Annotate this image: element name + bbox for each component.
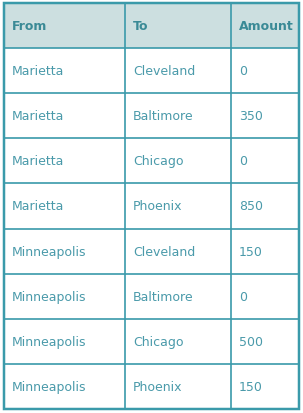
Text: Cleveland: Cleveland xyxy=(133,245,195,258)
Bar xyxy=(125,4,231,49)
Bar xyxy=(4,319,125,364)
Text: Chicago: Chicago xyxy=(133,335,183,348)
Bar xyxy=(231,94,299,139)
Text: Chicago: Chicago xyxy=(133,155,183,168)
Text: Phoenix: Phoenix xyxy=(133,380,182,393)
Bar xyxy=(125,139,231,184)
Bar xyxy=(4,364,125,409)
Bar xyxy=(4,139,125,184)
Bar xyxy=(125,94,231,139)
Text: Minneapolis: Minneapolis xyxy=(12,380,86,393)
Text: Minneapolis: Minneapolis xyxy=(12,245,86,258)
Bar xyxy=(125,184,231,229)
Bar xyxy=(125,364,231,409)
Bar xyxy=(125,49,231,94)
Text: 350: 350 xyxy=(239,110,263,123)
Text: Marietta: Marietta xyxy=(12,200,64,213)
Text: Amount: Amount xyxy=(239,20,294,33)
Text: From: From xyxy=(12,20,47,33)
Bar xyxy=(231,139,299,184)
Bar xyxy=(4,4,125,49)
Bar xyxy=(125,229,231,274)
Bar xyxy=(4,229,125,274)
Text: 0: 0 xyxy=(239,155,247,168)
Bar xyxy=(125,319,231,364)
Bar xyxy=(231,229,299,274)
Text: 150: 150 xyxy=(239,245,263,258)
Text: Marietta: Marietta xyxy=(12,110,64,123)
Text: To: To xyxy=(133,20,148,33)
Text: 0: 0 xyxy=(239,290,247,303)
Bar xyxy=(231,184,299,229)
Text: Baltimore: Baltimore xyxy=(133,290,194,303)
Bar xyxy=(4,94,125,139)
Text: Minneapolis: Minneapolis xyxy=(12,335,86,348)
Bar xyxy=(231,319,299,364)
Text: 850: 850 xyxy=(239,200,263,213)
Bar xyxy=(231,364,299,409)
Bar xyxy=(231,274,299,319)
Bar xyxy=(4,184,125,229)
Text: Cleveland: Cleveland xyxy=(133,65,195,78)
Bar xyxy=(231,49,299,94)
Bar xyxy=(125,274,231,319)
Text: Phoenix: Phoenix xyxy=(133,200,182,213)
Text: Baltimore: Baltimore xyxy=(133,110,194,123)
Bar xyxy=(231,4,299,49)
Bar xyxy=(4,274,125,319)
Bar xyxy=(4,49,125,94)
Text: 150: 150 xyxy=(239,380,263,393)
Text: Minneapolis: Minneapolis xyxy=(12,290,86,303)
Text: 0: 0 xyxy=(239,65,247,78)
Text: Marietta: Marietta xyxy=(12,155,64,168)
Text: Marietta: Marietta xyxy=(12,65,64,78)
Text: 500: 500 xyxy=(239,335,263,348)
